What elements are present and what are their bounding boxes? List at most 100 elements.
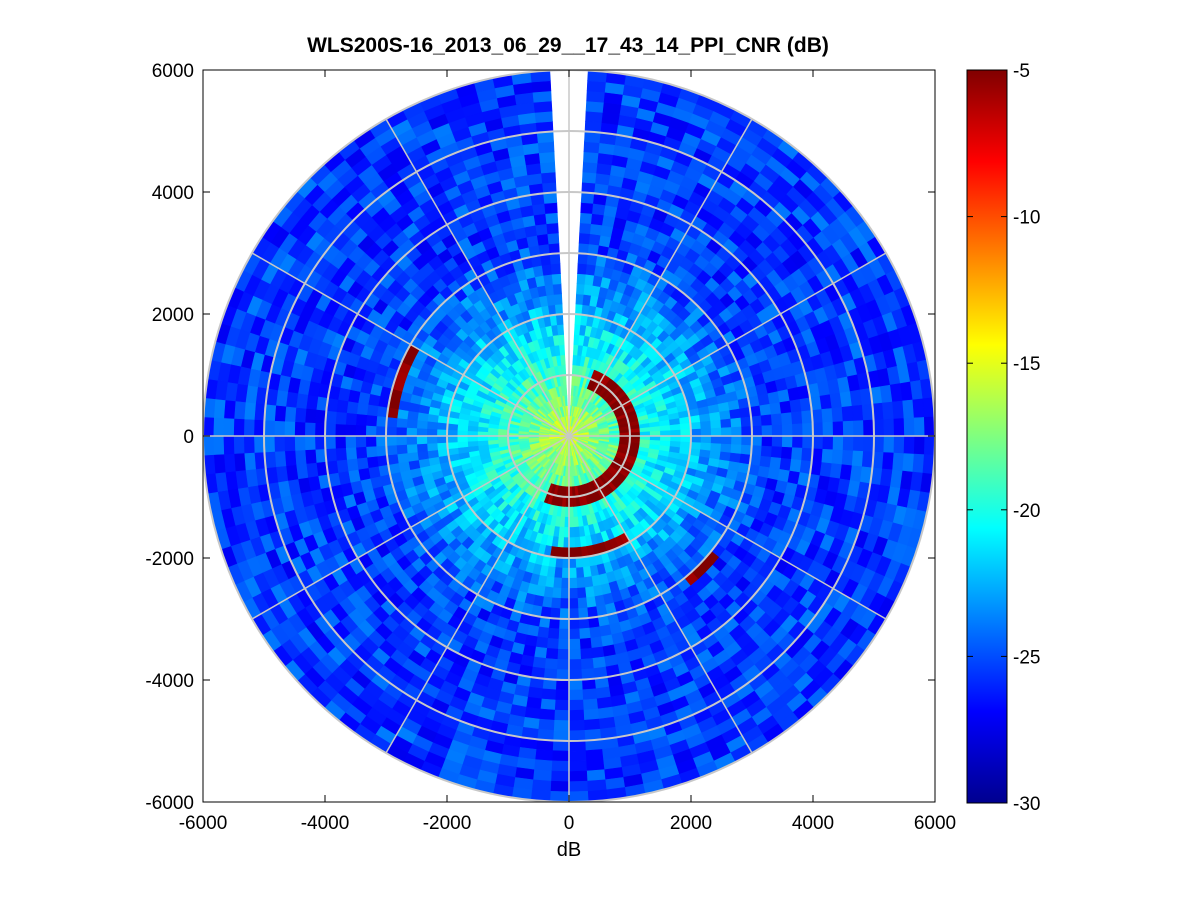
- range-bin-cell: [568, 537, 576, 549]
- range-bin-cell: [558, 334, 565, 346]
- range-bin-cell: [568, 628, 580, 640]
- range-bin-cell: [792, 435, 804, 449]
- range-bin-cell: [546, 637, 559, 650]
- range-bin-cell: [304, 435, 316, 451]
- range-bin-cell: [554, 689, 570, 701]
- range-bin-cell: [821, 448, 834, 464]
- range-bin-cell: [243, 418, 255, 437]
- range-bin-cell: [365, 425, 377, 437]
- range-bin-cell: [539, 161, 556, 174]
- range-bin-cell: [203, 435, 215, 456]
- range-bin-cell: [213, 398, 226, 419]
- range-bin-cell: [902, 453, 915, 473]
- range-bin-cell: [535, 223, 549, 236]
- range-bin-cell: [841, 450, 854, 467]
- range-bin-cell: [406, 451, 419, 462]
- range-bin-cell: [536, 626, 550, 639]
- range-bin-cell: [568, 638, 581, 650]
- range-bin-cell: [852, 435, 865, 452]
- range-bin-cell: [583, 576, 594, 589]
- range-bin-cell: [585, 759, 605, 772]
- range-bin-cell: [720, 427, 733, 437]
- range-bin-cell: [549, 790, 570, 802]
- range-bin-cell: [842, 420, 855, 437]
- y-tick-label: 4000: [152, 183, 194, 204]
- range-bin-cell: [545, 212, 559, 225]
- range-bin-cell: [477, 439, 489, 446]
- range-bin-cell: [670, 429, 682, 437]
- range-bin-cell: [532, 656, 546, 669]
- y-tick-label: -4000: [145, 671, 194, 692]
- range-bin-cell: [590, 213, 605, 226]
- range-bin-cell: [222, 417, 235, 437]
- range-bin-cell: [779, 457, 792, 472]
- range-bin-cell: [426, 435, 438, 444]
- range-bin-cell: [568, 740, 586, 752]
- range-bin-cell: [416, 419, 428, 429]
- range-bin-cell: [821, 408, 834, 424]
- range-bin-cell: [832, 421, 844, 437]
- range-bin-cell: [781, 435, 794, 449]
- range-bin-cell: [699, 413, 711, 423]
- range-bin-cell: [730, 417, 742, 428]
- range-bin-cell: [557, 638, 570, 650]
- y-tick-label: 0: [183, 427, 194, 448]
- range-bin-cell: [324, 422, 336, 437]
- range-bin-cell: [578, 232, 591, 245]
- range-bin-cell: [568, 659, 582, 671]
- range-bin-cell: [559, 344, 566, 356]
- range-bin-cell: [568, 577, 578, 589]
- range-bin-cell: [551, 750, 570, 762]
- range-bin-cell: [568, 669, 583, 681]
- range-bin-cell: [563, 527, 570, 539]
- range-bin-cell: [533, 100, 553, 113]
- range-bin-cell: [923, 416, 935, 437]
- range-bin-cell: [544, 658, 558, 670]
- range-bin-cell: [541, 688, 557, 701]
- range-bin-cell: [385, 435, 397, 446]
- range-bin-cell: [670, 435, 682, 443]
- range-bin-cell: [385, 416, 398, 428]
- y-tick-label: -2000: [145, 549, 194, 570]
- x-tick-label: 0: [564, 813, 575, 834]
- range-bin-cell: [550, 770, 570, 783]
- range-bin-cell: [314, 435, 326, 450]
- range-bin-cell: [761, 435, 773, 447]
- range-bin-cell: [883, 418, 895, 437]
- range-bin-cell: [568, 730, 586, 742]
- range-bin-cell: [586, 90, 606, 103]
- range-bin-cell: [882, 401, 895, 420]
- range-bin-cell: [583, 141, 601, 154]
- range-bin-cell: [560, 354, 566, 366]
- range-bin-cell: [791, 447, 803, 461]
- range-bin-cell: [575, 556, 584, 569]
- range-bin-cell: [579, 647, 593, 660]
- range-bin-cell: [592, 656, 606, 669]
- range-bin-cell: [568, 770, 588, 783]
- range-bin-cell: [729, 408, 742, 420]
- range-bin-cell: [568, 598, 579, 610]
- colorbar-tick-label: -5: [1013, 61, 1030, 82]
- range-bin-cell: [741, 426, 753, 437]
- range-bin-cell: [585, 110, 604, 123]
- range-bin-cell: [531, 779, 552, 792]
- range-bin-cell: [436, 435, 448, 444]
- range-bin-cell: [580, 202, 594, 214]
- range-bin-cell: [832, 435, 844, 451]
- range-bin-cell: [243, 452, 256, 471]
- range-bin-cell: [771, 435, 783, 448]
- range-bin-cell: [396, 444, 408, 455]
- range-bin-cell: [416, 427, 428, 437]
- range-bin-cell: [294, 421, 306, 437]
- colorbar: -5 -10 -15 -20 -25 -30: [966, 61, 1040, 815]
- range-bin-cell: [568, 689, 584, 701]
- range-bin-cell: [576, 283, 586, 295]
- range-bin-cell: [852, 420, 865, 437]
- range-bin-cell: [535, 636, 549, 649]
- range-bin-cell: [802, 435, 814, 450]
- range-bin-cell: [222, 435, 235, 455]
- range-bin-cell: [551, 760, 570, 772]
- range-bin-cell: [822, 435, 834, 451]
- range-bin-cell: [550, 263, 561, 275]
- range-bin-cell: [406, 443, 418, 454]
